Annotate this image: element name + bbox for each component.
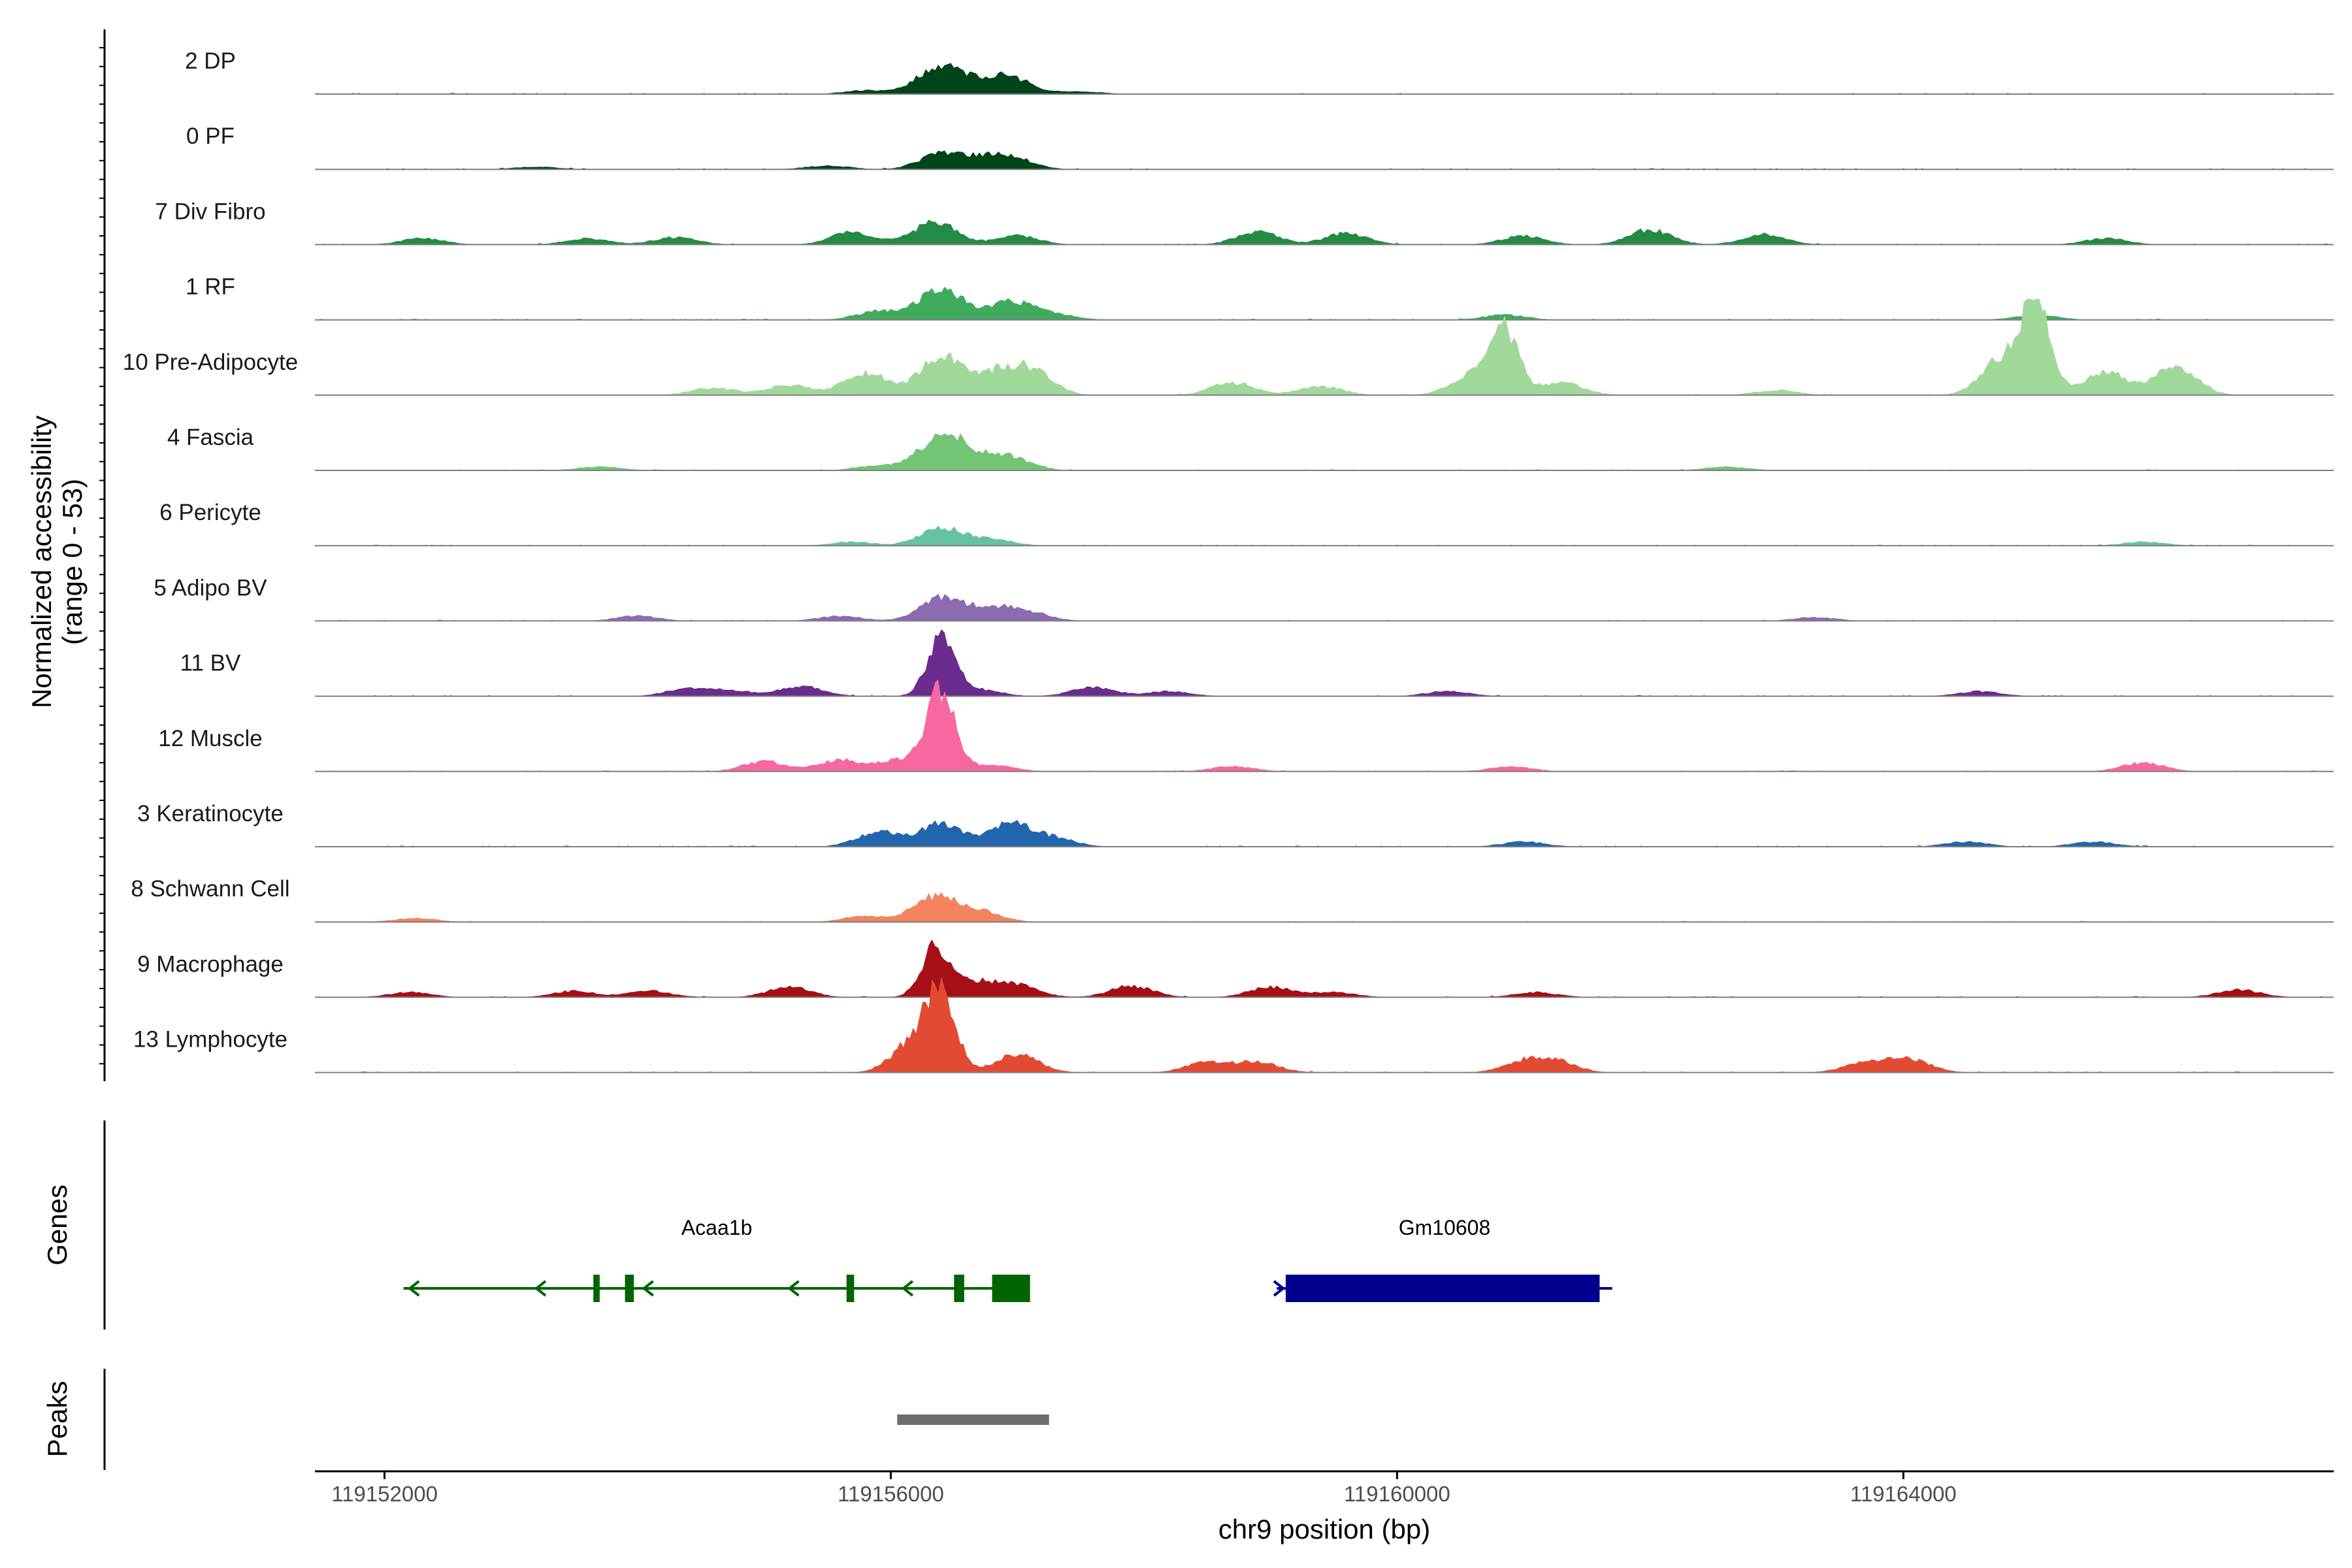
- coverage-area-track-5: [315, 433, 2334, 470]
- coverage-area-track-1: [315, 150, 2334, 170]
- gene-name-1: Gm10608: [1399, 1216, 1491, 1239]
- track-label-13: 13 Lymphocyte: [133, 1027, 287, 1053]
- track-label-1: 0 PF: [186, 123, 235, 149]
- gene-strand-arrow-0-4: [901, 1280, 914, 1297]
- gene-exon-0-4: [992, 1275, 1030, 1302]
- gene-strand-arrow-0-2: [642, 1280, 654, 1297]
- gene-strand-arrow-0-3: [787, 1280, 800, 1297]
- gene-strand-arrow-1-0: [1273, 1280, 1286, 1297]
- gene-strand-arrow-0-1: [534, 1280, 547, 1297]
- y-axis-title-line2: (range 0 - 53): [57, 479, 88, 645]
- track-label-6: 6 Pericyte: [159, 500, 261, 525]
- gene-exon-0-2: [846, 1275, 855, 1302]
- track-label-9: 12 Muscle: [158, 726, 263, 751]
- coverage-area-track-0: [315, 63, 2334, 94]
- coverage-area-track-11: [315, 892, 2334, 923]
- coverage-area-track-9: [315, 679, 2334, 772]
- gene-exon-0-3: [954, 1275, 964, 1302]
- genes-panel-label: Genes: [42, 1184, 73, 1266]
- track-label-8: 11 BV: [180, 651, 241, 676]
- track-label-11: 8 Schwann Cell: [131, 876, 289, 902]
- gene-exon-1-0: [1285, 1275, 1600, 1302]
- coverage-area-track-10: [315, 820, 2334, 847]
- x-tick-label-1: 119156000: [838, 1482, 944, 1506]
- coverage-area-track-4: [315, 299, 2334, 395]
- coverage-area-track-13: [315, 976, 2334, 1073]
- gene-name-0: Acaa1b: [681, 1216, 753, 1239]
- track-label-3: 1 RF: [186, 274, 235, 300]
- coverage-area-track-2: [315, 220, 2334, 245]
- track-label-4: 10 Pre-Adipocyte: [123, 350, 298, 375]
- coverage-area-track-12: [315, 939, 2334, 998]
- coverage-area-track-8: [315, 629, 2334, 696]
- track-label-5: 4 Fascia: [167, 425, 254, 450]
- y-axis-title-line1: Normalized accessibility: [26, 416, 57, 708]
- track-label-0: 2 DP: [185, 48, 236, 74]
- track-label-7: 5 Adipo BV: [154, 575, 267, 600]
- x-tick-label-3: 119164000: [1850, 1482, 1957, 1506]
- coverage-area-track-6: [315, 525, 2334, 546]
- x-tick-label-2: 119160000: [1344, 1482, 1450, 1506]
- x-tick-label-0: 119152000: [331, 1482, 438, 1506]
- gene-exon-0-0: [593, 1275, 600, 1302]
- peak-range-0: [897, 1414, 1049, 1425]
- gene-strand-arrow-0-0: [408, 1280, 420, 1297]
- coverage-area-track-7: [315, 593, 2334, 621]
- track-label-12: 9 Macrophage: [137, 951, 284, 977]
- track-label-2: 7 Div Fibro: [155, 199, 265, 224]
- gene-exon-0-1: [625, 1275, 634, 1302]
- peaks-panel-label: Peaks: [42, 1381, 73, 1458]
- track-label-10: 3 Keratinocyte: [137, 801, 284, 826]
- x-axis-title: chr9 position (bp): [1218, 1514, 1431, 1544]
